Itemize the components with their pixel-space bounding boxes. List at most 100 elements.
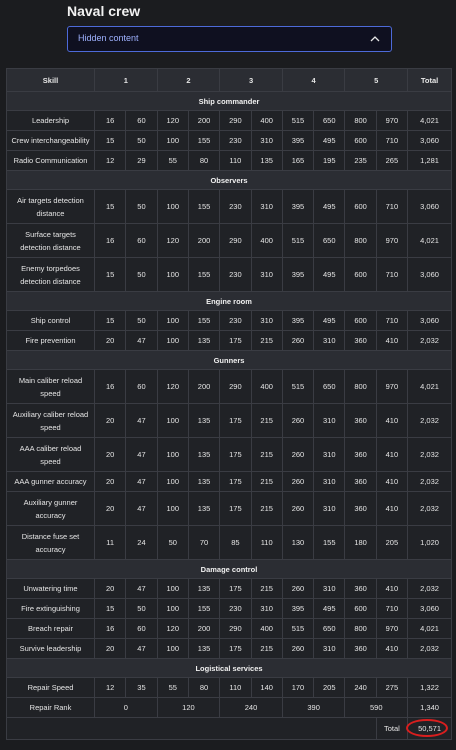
skill-value: 70 xyxy=(187,525,221,560)
skill-value: 135 xyxy=(187,403,221,438)
skill-value: 175 xyxy=(219,578,252,599)
skill-value: 195 xyxy=(313,150,346,171)
skill-value: 50 xyxy=(125,310,158,331)
skill-value: 155 xyxy=(187,598,221,619)
skill-value: 600 xyxy=(344,310,377,331)
skill-value: 175 xyxy=(219,437,252,472)
skill-value: 20 xyxy=(93,471,127,492)
skill-value: 170 xyxy=(281,677,315,698)
skill-value: 230 xyxy=(219,598,252,619)
header-level-2: 2 xyxy=(156,68,221,92)
skill-value: 410 xyxy=(375,437,409,472)
highlight-circle xyxy=(406,719,449,737)
skill-value: 495 xyxy=(313,130,346,151)
skill-name: AAA gunner accuracy xyxy=(6,471,95,492)
table-row: Survive leadership 20 47 100 135 175 215 260 310… xyxy=(6,638,453,659)
skill-value: 310 xyxy=(313,578,346,599)
total-label: Total xyxy=(375,717,409,740)
skill-value: 400 xyxy=(250,618,283,639)
skill-value: 310 xyxy=(313,330,346,351)
skill-value: 100 xyxy=(156,189,189,224)
table-row: Main caliber reload speed 16 60 120 200 290 40… xyxy=(6,369,453,404)
hidden-content-toggle[interactable]: Hidden content xyxy=(67,26,392,52)
skill-value: 400 xyxy=(250,110,283,131)
skill-value: 100 xyxy=(156,403,189,438)
skill-value: 290 xyxy=(219,110,252,131)
skill-value: 155 xyxy=(187,310,221,331)
skill-value: 360 xyxy=(344,638,377,659)
skill-value: 20 xyxy=(93,578,127,599)
skill-value: 215 xyxy=(250,437,283,472)
skill-total: 3,060 xyxy=(407,130,453,151)
skill-name: Radio Communication xyxy=(6,150,95,171)
skill-value: 290 xyxy=(219,223,252,258)
total-value-cell: 50,571 xyxy=(406,717,453,740)
skill-value: 310 xyxy=(250,598,283,619)
skill-value: 395 xyxy=(281,598,315,619)
skill-value: 495 xyxy=(313,257,346,292)
skill-value: 100 xyxy=(156,638,189,659)
skill-value: 215 xyxy=(250,330,283,351)
skill-value: 100 xyxy=(156,437,189,472)
skill-value: 360 xyxy=(344,471,377,492)
skill-value: 20 xyxy=(93,403,127,438)
skill-name: Repair Speed xyxy=(6,677,95,698)
skill-value: 710 xyxy=(375,310,409,331)
skill-value: 410 xyxy=(375,403,409,438)
skill-value: 120 xyxy=(156,110,189,131)
rank-value: 240 xyxy=(219,697,283,718)
skill-value: 260 xyxy=(281,330,315,351)
skill-value: 240 xyxy=(344,677,377,698)
skill-value: 47 xyxy=(125,638,158,659)
skill-value: 135 xyxy=(250,150,283,171)
skill-value: 290 xyxy=(219,369,252,404)
table-row: Crew interchangeability 15 50 100 155 230 310 3… xyxy=(6,130,453,151)
skill-name: Leadership xyxy=(6,110,95,131)
skill-value: 24 xyxy=(125,525,158,560)
skill-value: 130 xyxy=(281,525,315,560)
skill-value: 200 xyxy=(187,110,221,131)
table-row: Radio Communication 12 29 55 80 110 135 165 195 2… xyxy=(6,150,453,171)
skill-value: 120 xyxy=(156,369,189,404)
skill-value: 310 xyxy=(250,189,283,224)
skill-total: 2,032 xyxy=(407,471,453,492)
skill-value: 360 xyxy=(344,437,377,472)
skill-value: 360 xyxy=(344,403,377,438)
skill-value: 360 xyxy=(344,330,377,351)
skill-value: 260 xyxy=(281,437,315,472)
skill-value: 110 xyxy=(219,150,252,171)
total-row: Total 50,571 xyxy=(6,717,453,740)
section-row: Engine room xyxy=(5,291,453,311)
skill-value: 515 xyxy=(281,369,315,404)
skill-value: 15 xyxy=(93,257,127,292)
skill-name: Surface targets detection distance xyxy=(6,223,95,258)
section-title: Gunners xyxy=(5,350,453,370)
skill-value: 50 xyxy=(125,598,158,619)
table-row: Auxiliary caliber reload speed 20 47 100 135… xyxy=(6,403,453,438)
table-row: Breach repair 16 60 120 200 290 400 515 650 800 97… xyxy=(6,618,453,639)
skill-value: 495 xyxy=(313,310,346,331)
skill-value: 600 xyxy=(344,598,377,619)
skill-value: 55 xyxy=(156,150,189,171)
skill-value: 175 xyxy=(219,403,252,438)
skill-value: 310 xyxy=(313,638,346,659)
skill-value: 230 xyxy=(219,130,252,151)
skill-value: 710 xyxy=(375,598,409,619)
table-body: Ship commander Leadership 16 60 120 200 290 400… xyxy=(5,91,453,718)
skill-value: 215 xyxy=(250,491,283,526)
skill-value: 100 xyxy=(156,330,189,351)
page-title: Naval crew xyxy=(67,3,141,19)
crew-skills-table: Skill 1 2 3 4 5 Total Ship commander Lead… xyxy=(5,68,453,740)
skill-value: 16 xyxy=(93,223,127,258)
skill-value: 120 xyxy=(156,618,189,639)
skill-total: 4,021 xyxy=(407,223,453,258)
skill-value: 310 xyxy=(313,471,346,492)
skill-value: 135 xyxy=(187,330,221,351)
skill-value: 29 xyxy=(125,150,158,171)
skill-value: 60 xyxy=(125,369,158,404)
skill-value: 15 xyxy=(93,130,127,151)
skill-value: 710 xyxy=(375,130,409,151)
table-row-repair-rank: Repair Rank 0 120 240 390 590 1,340 xyxy=(6,697,453,718)
table-row: Air targets detection distance 15 50 100 155… xyxy=(6,189,453,224)
skill-value: 260 xyxy=(281,403,315,438)
